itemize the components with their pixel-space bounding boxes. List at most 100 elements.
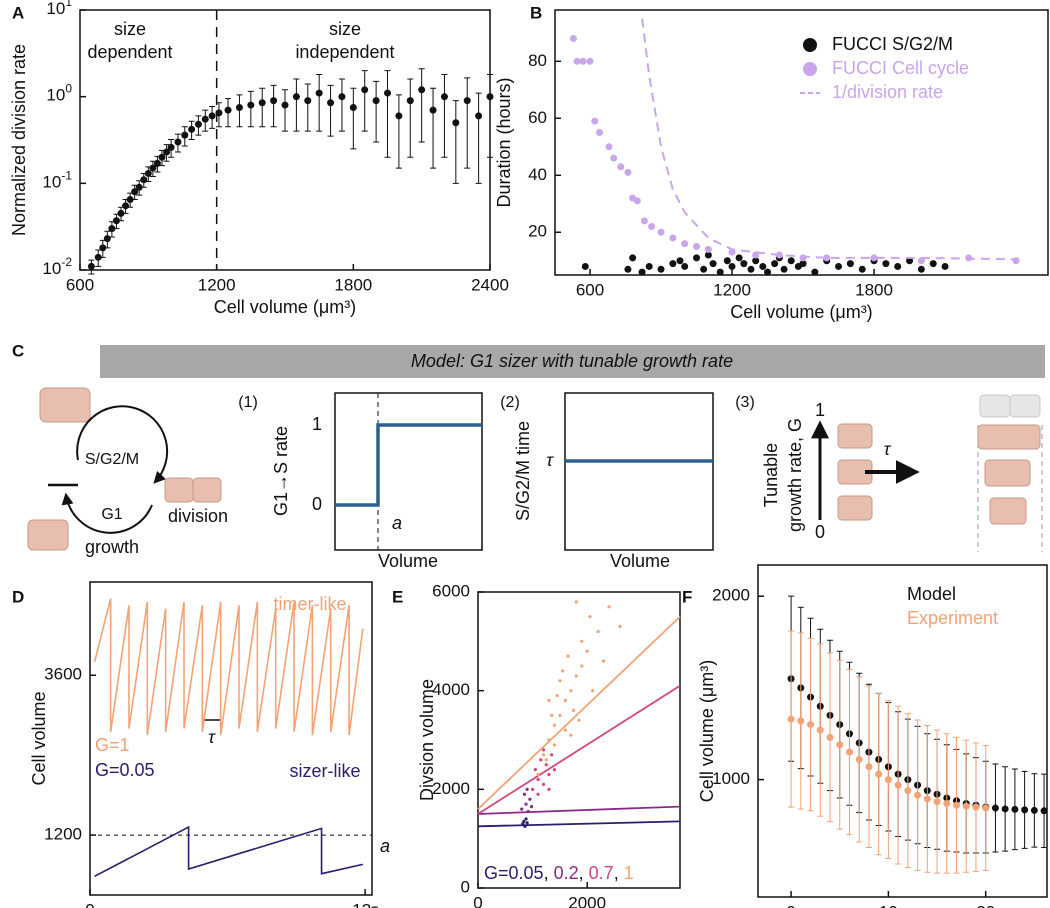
data-point [799, 260, 807, 268]
cell-icon [989, 497, 1027, 525]
data-point [1040, 807, 1048, 815]
data-point [524, 817, 528, 821]
data-point [235, 103, 243, 111]
data-point [563, 728, 567, 732]
data-point [522, 792, 527, 796]
data-point [539, 758, 543, 762]
y-axis-label: Divsion volume [417, 679, 437, 801]
data-point [208, 112, 216, 120]
cell-icon [1009, 394, 1041, 418]
data-point [406, 97, 414, 105]
data-point [550, 753, 554, 757]
data-point [933, 798, 941, 806]
data-point [281, 101, 289, 109]
data-point [140, 176, 148, 184]
x-tick-label: 10 [879, 902, 898, 908]
data-point [131, 188, 139, 196]
error-bar [361, 70, 368, 132]
legend-label: 1/division rate [832, 82, 943, 102]
data-point [258, 99, 266, 107]
tick-label: 0 [312, 494, 322, 514]
data-point [580, 639, 584, 643]
data-point [327, 99, 335, 107]
data-point [875, 770, 883, 778]
data-point [787, 257, 795, 265]
data-point [617, 163, 625, 171]
tick-exponent: 1 [65, 0, 72, 9]
data-point [122, 202, 130, 210]
legend-separator: , [579, 863, 584, 883]
arrow-bottom: 0 [815, 522, 825, 542]
data-point [845, 748, 853, 756]
x-tick-label: 0 [85, 900, 94, 908]
data-point [525, 821, 529, 825]
data-point [558, 713, 562, 717]
series-name: sizer-like [289, 761, 360, 781]
data-point [103, 235, 111, 243]
data-point [807, 721, 815, 729]
data-point [693, 243, 701, 251]
data-point [201, 115, 209, 123]
data-point [906, 257, 914, 265]
data-point [585, 649, 589, 653]
data-point [588, 615, 592, 619]
data-point [759, 262, 767, 270]
data-point [429, 106, 437, 114]
arrow-label: τ [884, 439, 892, 459]
data-point [917, 257, 925, 265]
y-tick-label: 6000 [432, 581, 470, 600]
data-point [520, 807, 524, 811]
data-point [681, 240, 689, 248]
data-point [536, 792, 540, 796]
cycle-arrow [76, 405, 169, 484]
error-bar [304, 83, 311, 132]
data-point [579, 57, 587, 65]
data-point [533, 768, 537, 772]
data-point [550, 713, 554, 717]
y-tick-label: 101 [46, 0, 72, 18]
data-point [747, 265, 755, 273]
legend: G=0.05, 0.2, 0.7, 1 [484, 863, 634, 883]
data-point [669, 260, 677, 268]
data-point [865, 763, 873, 771]
data-point [569, 689, 573, 693]
data-point [521, 822, 525, 826]
data-point [569, 34, 577, 42]
data-point [486, 93, 494, 101]
data-point [894, 262, 902, 270]
annotation: size [329, 19, 361, 39]
data-point [823, 254, 831, 262]
data-point [1021, 806, 1029, 814]
data-point [681, 262, 689, 270]
data-point [894, 781, 902, 789]
data-point [558, 679, 562, 683]
data-point [304, 97, 312, 105]
data-point [247, 101, 255, 109]
error-bar [350, 87, 357, 150]
data-point [524, 802, 528, 806]
legend-separator: , [544, 863, 549, 883]
data-point [194, 120, 202, 128]
data-point [596, 629, 600, 634]
data-point [835, 262, 843, 270]
plot-frame [564, 392, 714, 551]
data-point [836, 741, 844, 749]
y-axis-label: Cell volume [29, 691, 49, 785]
data-point [561, 669, 565, 673]
data-point [536, 772, 540, 777]
error-bar [247, 90, 254, 128]
cycle-arrow [61, 492, 153, 534]
data-point [525, 787, 529, 791]
tick-exponent: -1 [61, 169, 72, 183]
y-tick-label: 2000 [432, 779, 470, 798]
panel-label: C [12, 341, 24, 360]
phase-label: S/G2/M [85, 451, 139, 468]
x-axis-label: Cell volume (μm³) [214, 297, 356, 317]
data-point [167, 143, 175, 151]
data-point [855, 755, 863, 763]
data-point [601, 659, 606, 663]
data-point [638, 268, 646, 276]
cell-icon [164, 477, 194, 503]
data-point [943, 799, 951, 807]
data-point [475, 112, 483, 120]
